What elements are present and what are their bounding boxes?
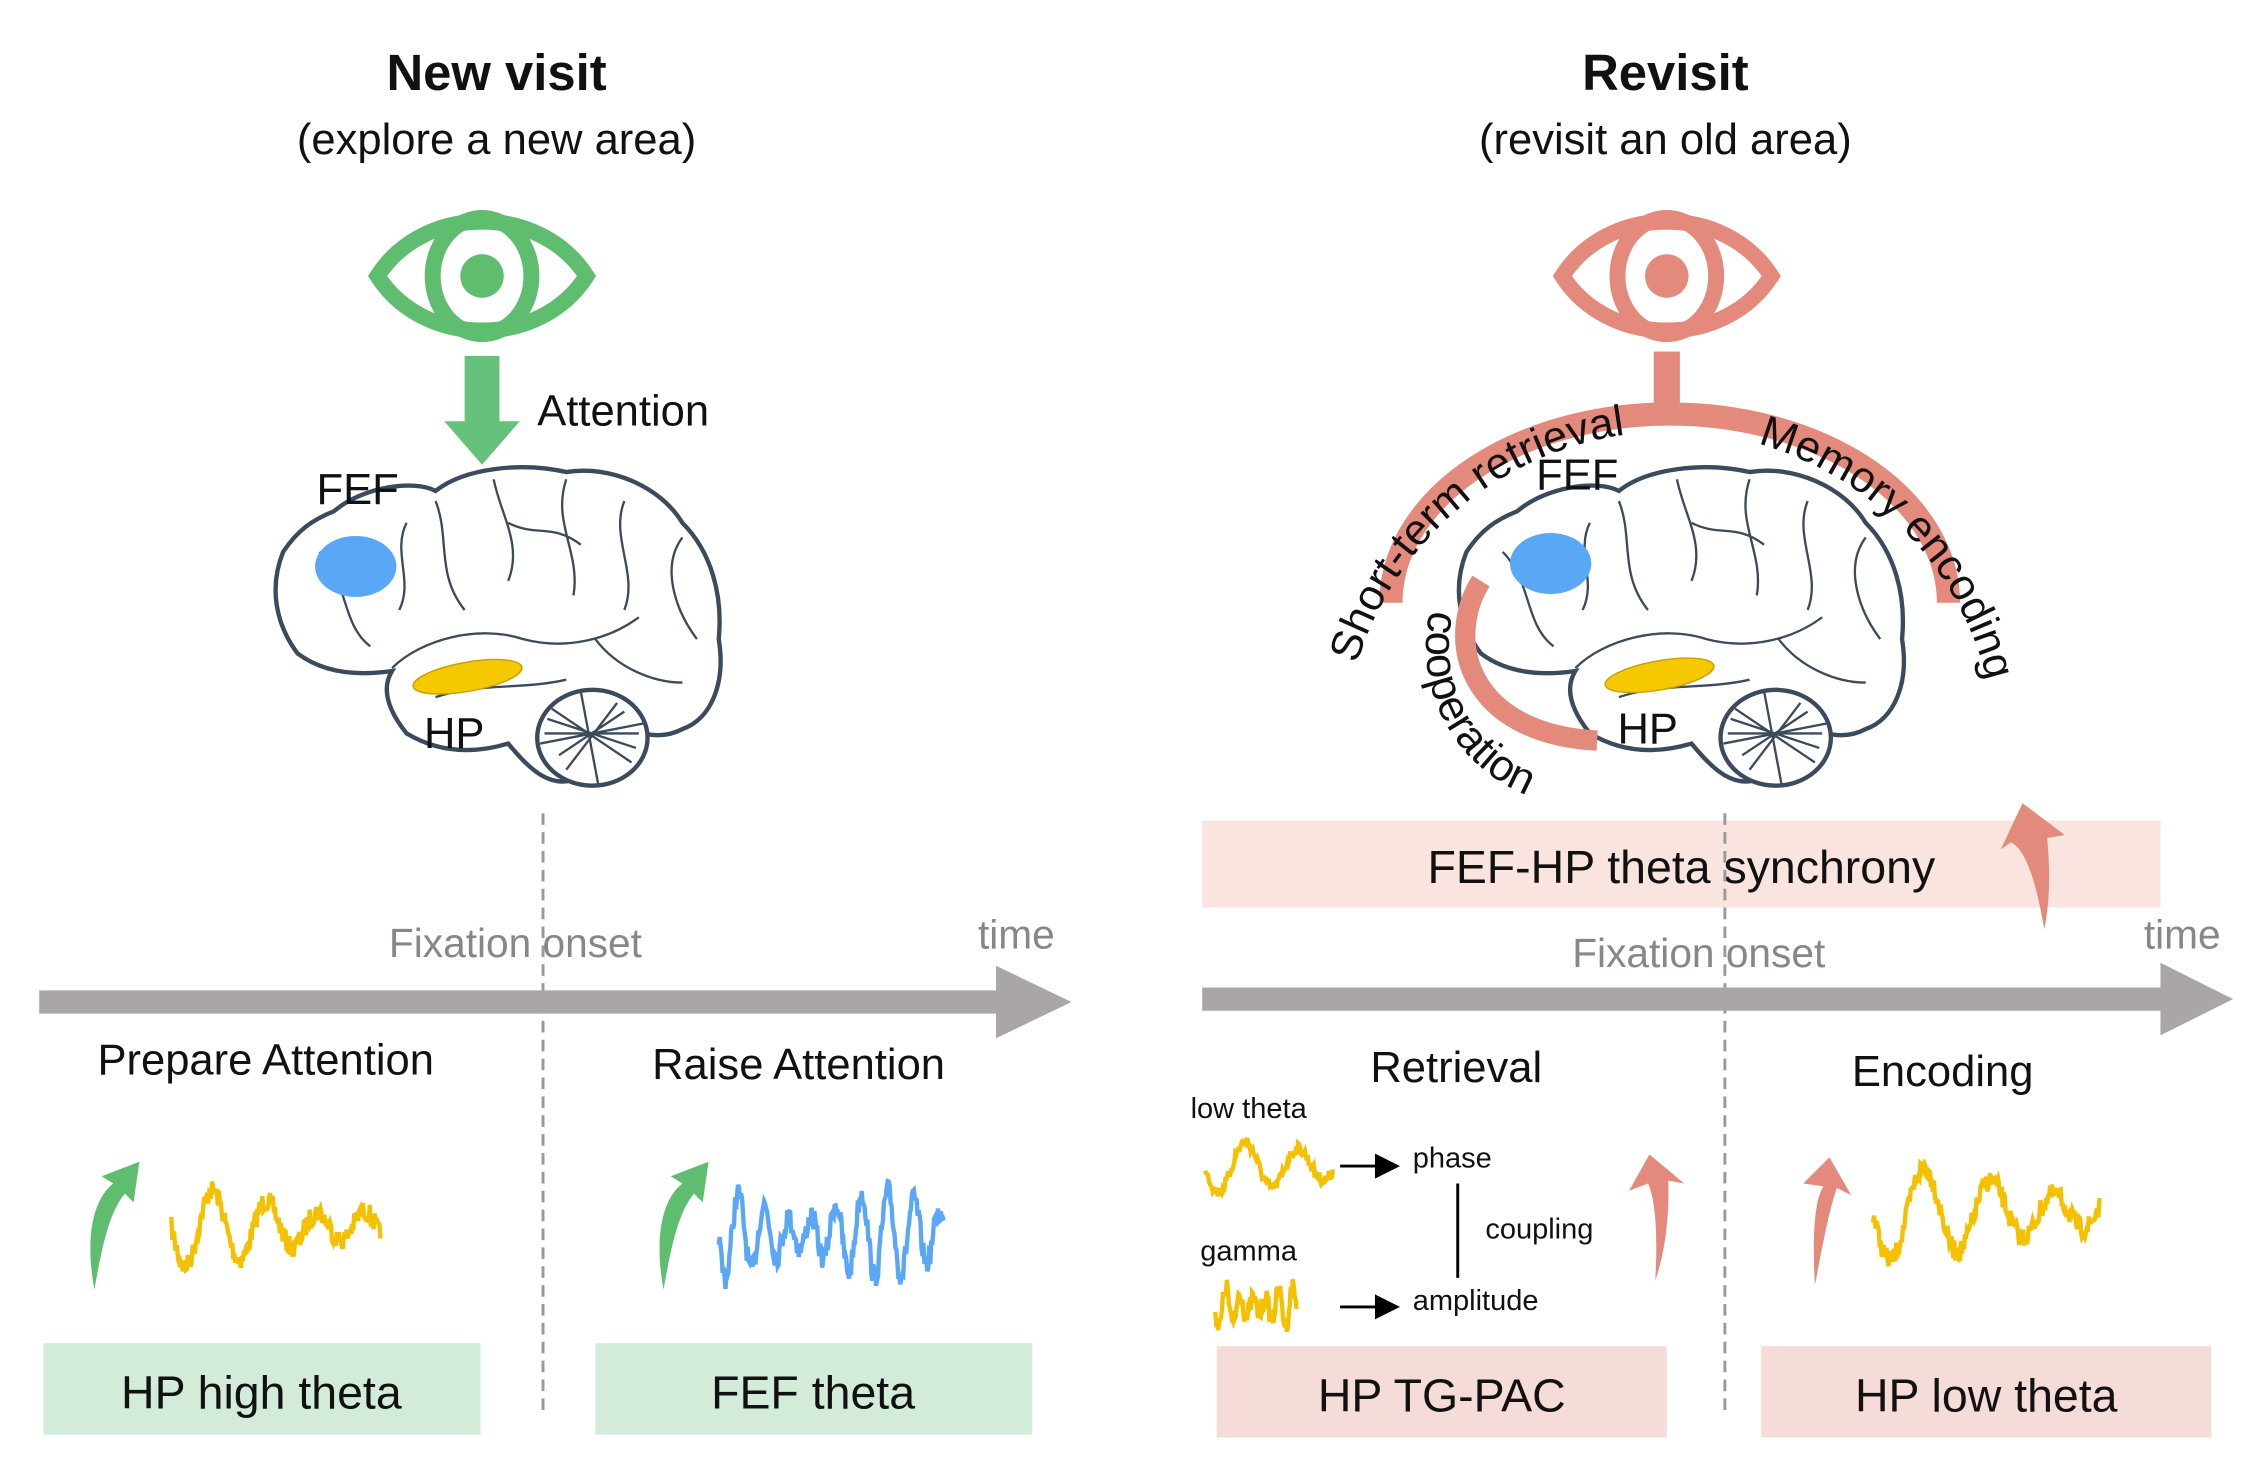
eye-icon	[378, 218, 587, 334]
attention-label: Attention	[537, 388, 709, 436]
new-visit-title: New visit	[386, 44, 606, 101]
down-arrow-icon	[444, 355, 520, 465]
gamma-label: gamma	[1200, 1235, 1298, 1267]
hp-high-theta-box	[43, 1343, 481, 1435]
fef-theta-label: FEF theta	[711, 1367, 915, 1419]
new-visit-panel: New visit (explore a new area) Attention…	[39, 44, 1072, 1435]
hp-low-theta-box	[1761, 1346, 2212, 1438]
up-arrow-icon	[659, 1161, 709, 1290]
fixation-label: Fixation onset	[1572, 930, 1825, 976]
arrow-icon	[1340, 1294, 1400, 1320]
hp-region	[412, 658, 523, 695]
time-arrow	[1202, 962, 2234, 1036]
fef-region	[1510, 533, 1592, 595]
cooperation-arc	[1455, 575, 1598, 751]
new-visit-subtitle: (explore a new area)	[297, 116, 696, 164]
hp-tg-pac-label: HP TG-PAC	[1318, 1369, 1566, 1421]
brain-icon	[276, 467, 721, 785]
time-label: time	[2144, 911, 2221, 957]
phase-label-encoding: Encoding	[1852, 1048, 2034, 1096]
up-arrow-icon	[90, 1161, 140, 1290]
hp-label: HP	[1617, 706, 1678, 754]
fef-theta-box	[595, 1343, 1033, 1435]
low-theta-wave	[1203, 1137, 1336, 1199]
eye-stem	[1653, 351, 1680, 413]
up-arrow-icon	[2000, 803, 2065, 930]
fef-theta-wave	[716, 1178, 946, 1290]
revisit-panel: Revisit (revisit an old area) Short-term…	[1191, 44, 2234, 1438]
brain-icon	[1459, 467, 1904, 785]
up-arrow-icon	[1629, 1154, 1685, 1281]
time-arrow	[39, 965, 1072, 1039]
low-theta-label: low theta	[1191, 1093, 1308, 1125]
amplitude-label: amplitude	[1413, 1285, 1539, 1317]
sync-band	[1202, 820, 2161, 908]
hp-high-theta-label: HP high theta	[121, 1367, 402, 1419]
hp-theta-wave	[169, 1180, 383, 1275]
eye-icon	[1562, 218, 1771, 334]
hp-tg-pac-box	[1216, 1346, 1667, 1438]
hp-low-theta-label: HP low theta	[1855, 1369, 2118, 1421]
fixation-label: Fixation onset	[389, 920, 642, 966]
fef-label: FEF	[317, 466, 399, 514]
arrow-icon	[1340, 1153, 1400, 1179]
fef-region	[315, 535, 397, 597]
up-arrow-icon	[1803, 1157, 1852, 1286]
coupling-label: coupling	[1485, 1214, 1593, 1246]
fef-label: FEF	[1536, 451, 1618, 499]
gamma-wave	[1213, 1278, 1299, 1333]
phase-label-raise: Raise Attention	[652, 1041, 945, 1089]
hp-low-theta-wave	[1870, 1157, 2102, 1267]
arc-icon	[1379, 402, 1961, 603]
phase-label-prepare: Prepare Attention	[97, 1037, 434, 1085]
revisit-title: Revisit	[1582, 44, 1749, 101]
phase-label: phase	[1413, 1143, 1492, 1175]
revisit-subtitle: (revisit an old area)	[1479, 116, 1852, 164]
sync-label: FEF-HP theta synchrony	[1427, 841, 1936, 893]
hp-region	[1604, 657, 1715, 694]
hp-label: HP	[424, 710, 485, 758]
time-label: time	[978, 911, 1055, 957]
phase-label-retrieval: Retrieval	[1370, 1044, 1542, 1092]
